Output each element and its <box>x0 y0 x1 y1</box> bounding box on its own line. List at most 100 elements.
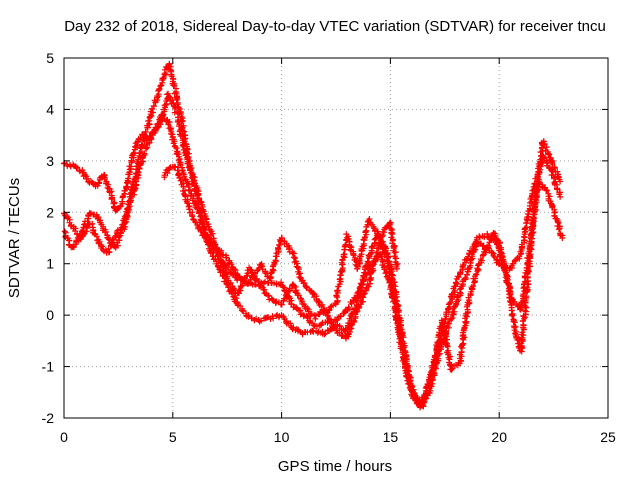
data-point <box>379 246 386 253</box>
data-point <box>123 183 130 190</box>
series-track-b <box>61 60 564 411</box>
y-tick-label: -1 <box>42 359 55 375</box>
data-point <box>468 256 475 263</box>
data-point <box>236 286 243 293</box>
data-point <box>438 343 444 350</box>
data-point <box>200 207 206 213</box>
data-point <box>521 273 528 280</box>
data-point <box>202 215 209 222</box>
data-point <box>223 254 230 261</box>
data-point <box>439 320 446 327</box>
data-point <box>549 161 556 167</box>
data-point <box>98 243 105 250</box>
axis-ticks: 0 5 10 15 20 25 -2 -1 0 1 2 3 4 5 <box>42 50 616 445</box>
data-point <box>544 187 551 194</box>
data-point <box>300 312 307 318</box>
data-point <box>290 254 297 261</box>
data-point <box>538 159 545 166</box>
y-tick-label: 3 <box>46 153 54 169</box>
data-point <box>200 208 207 215</box>
data-point <box>448 366 455 373</box>
data-point <box>80 224 87 231</box>
data-point <box>523 264 530 271</box>
data-point <box>126 198 133 205</box>
data-point <box>116 233 122 240</box>
data-point <box>474 265 481 272</box>
y-tick-label: 0 <box>46 307 54 323</box>
data-point <box>374 250 381 256</box>
data-point <box>229 290 235 297</box>
data-point <box>106 248 113 255</box>
y-axis-label: SDTVAR / TECUs <box>6 178 23 298</box>
data-point <box>473 271 480 278</box>
data-point <box>457 290 464 297</box>
data-point <box>352 311 359 318</box>
data-point <box>231 266 238 273</box>
data-point <box>502 269 509 276</box>
data-point <box>495 237 502 244</box>
data-point <box>386 258 392 265</box>
data-point <box>484 230 491 237</box>
data-point <box>392 283 399 290</box>
data-point <box>208 249 215 256</box>
data-point <box>173 108 180 115</box>
data-point <box>528 234 535 241</box>
data-point <box>239 282 246 289</box>
data-point <box>141 132 148 138</box>
data-point <box>511 319 518 326</box>
data-point <box>451 308 458 315</box>
data-point <box>170 100 177 106</box>
data-point <box>413 400 420 407</box>
data-point <box>505 280 512 287</box>
data-point <box>127 163 134 170</box>
data-point <box>446 300 453 307</box>
data-point <box>322 330 329 337</box>
data-point <box>431 356 437 363</box>
data-point <box>194 187 201 193</box>
data-point <box>216 266 223 273</box>
data-point <box>159 75 166 82</box>
data-point <box>157 83 164 90</box>
data-point <box>345 304 352 311</box>
data-point <box>301 280 308 286</box>
data-point <box>379 233 386 240</box>
x-tick-label: 25 <box>600 429 616 445</box>
data-point <box>275 245 282 252</box>
y-tick-label: 5 <box>46 50 54 66</box>
data-point <box>462 275 469 281</box>
data-point <box>142 129 149 135</box>
data-point <box>520 291 527 298</box>
data-point <box>400 334 407 341</box>
data-point <box>114 242 121 249</box>
data-point <box>181 173 188 180</box>
data-point <box>557 178 564 185</box>
data-point <box>318 303 325 310</box>
data-point <box>557 193 564 200</box>
data-point <box>470 245 477 252</box>
data-point <box>61 228 68 235</box>
data-point <box>485 242 492 249</box>
data-point <box>265 292 271 299</box>
data-point <box>537 156 544 163</box>
data-point <box>453 294 460 301</box>
data-point <box>379 238 386 245</box>
data-point <box>442 316 449 323</box>
data-point <box>464 271 470 278</box>
data-point <box>102 229 108 235</box>
data-point <box>463 318 470 325</box>
data-point <box>166 118 173 125</box>
series-track-d <box>161 163 401 315</box>
data-point <box>452 279 459 286</box>
data-point <box>543 187 550 193</box>
data-point <box>121 213 128 220</box>
data-point <box>509 312 516 319</box>
series-track-c <box>61 90 566 407</box>
x-tick-label: 20 <box>491 429 507 445</box>
data-point <box>419 402 426 409</box>
data-point <box>188 212 195 218</box>
data-point <box>319 301 326 308</box>
data-point <box>427 369 434 375</box>
data-point <box>477 256 484 263</box>
data-point <box>497 252 503 259</box>
y-tick-label: -2 <box>42 410 55 426</box>
